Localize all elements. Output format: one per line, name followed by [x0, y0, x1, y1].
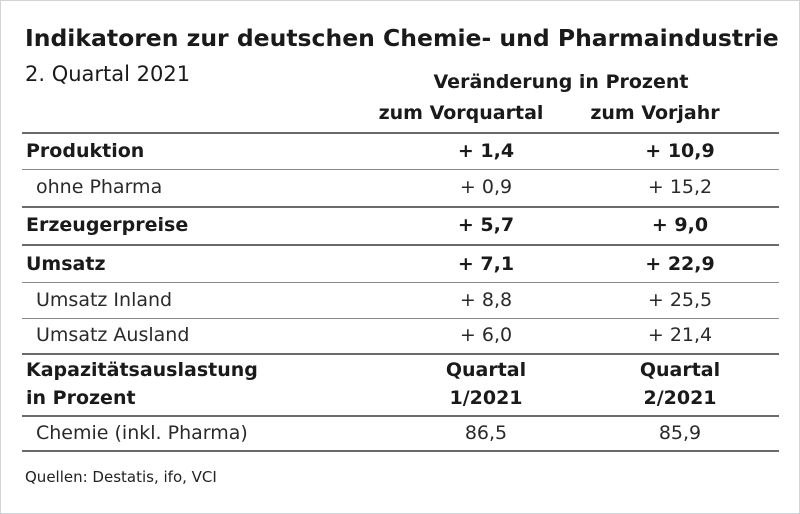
row-label: Produktion: [26, 140, 145, 162]
table-row: Chemie (inkl. Pharma) 86,5 85,9: [22, 421, 779, 447]
row-value-vorquartal: + 8,8: [459, 289, 513, 311]
row-value-vorjahr: + 9,0: [651, 214, 709, 236]
capacity-col2-line1: Quartal: [639, 359, 721, 381]
page-title: Indikatoren zur deutschen Chemie- und Ph…: [25, 24, 779, 52]
row-value-vorjahr: + 22,9: [645, 253, 715, 275]
header-col-vorquartal: zum Vorquartal: [378, 102, 544, 124]
row-divider: [22, 415, 779, 417]
table-top-rule: [22, 132, 779, 134]
page-subtitle: 2. Quartal 2021: [25, 62, 191, 86]
row-divider: [22, 206, 779, 208]
table-bottom-rule: [22, 450, 779, 452]
capacity-header-row: Kapazitätsauslastung in Prozent Quartal …: [22, 357, 779, 413]
header-col-vorjahr: zum Vorjahr: [590, 102, 720, 124]
capacity-col2-line2: 2/2021: [643, 387, 717, 409]
row-value-vorquartal: + 1,4: [457, 140, 515, 162]
table-row: Produktion + 1,4 + 10,9: [22, 139, 779, 165]
row-value-vorjahr: + 15,2: [647, 176, 713, 198]
table-row: Umsatz Inland + 8,8 + 25,5: [22, 288, 779, 314]
row-divider: [22, 353, 779, 355]
row-divider: [22, 318, 779, 319]
table-row: Umsatz Ausland + 6,0 + 21,4: [22, 323, 779, 349]
row-divider: [22, 169, 779, 170]
table-row: ohne Pharma + 0,9 + 15,2: [22, 175, 779, 201]
row-value-vorquartal: + 0,9: [459, 176, 513, 198]
capacity-col1-line2: 1/2021: [449, 387, 523, 409]
row-label: Umsatz: [26, 253, 106, 275]
row-label: ohne Pharma: [36, 176, 163, 198]
table-row: Erzeugerpreise + 5,7 + 9,0: [22, 213, 779, 239]
row-divider: [22, 244, 779, 246]
capacity-label-line1: Kapazitätsauslastung: [26, 359, 258, 381]
row-label: Umsatz Ausland: [36, 324, 190, 346]
row-value-vorjahr: + 25,5: [647, 289, 713, 311]
header-change-label: Veränderung in Prozent: [433, 71, 689, 93]
row-value-vorjahr: + 21,4: [647, 324, 713, 346]
row-value-vorquartal: + 5,7: [457, 214, 515, 236]
table-row: Umsatz + 7,1 + 22,9: [22, 252, 779, 278]
capacity-label-line2: in Prozent: [26, 387, 136, 409]
row-label: Erzeugerpreise: [26, 214, 189, 236]
row-value-vorjahr: + 10,9: [645, 140, 715, 162]
row-value-vorquartal: + 6,0: [459, 324, 513, 346]
row-value-quartal-2: 85,9: [658, 422, 702, 444]
row-label: Chemie (inkl. Pharma): [36, 422, 248, 444]
row-label: Umsatz Inland: [36, 289, 173, 311]
row-divider: [22, 282, 779, 283]
capacity-col1-line1: Quartal: [445, 359, 527, 381]
row-value-quartal-1: 86,5: [464, 422, 508, 444]
source-note: Quellen: Destatis, ifo, VCI: [25, 468, 217, 486]
row-value-vorquartal: + 7,1: [457, 253, 515, 275]
